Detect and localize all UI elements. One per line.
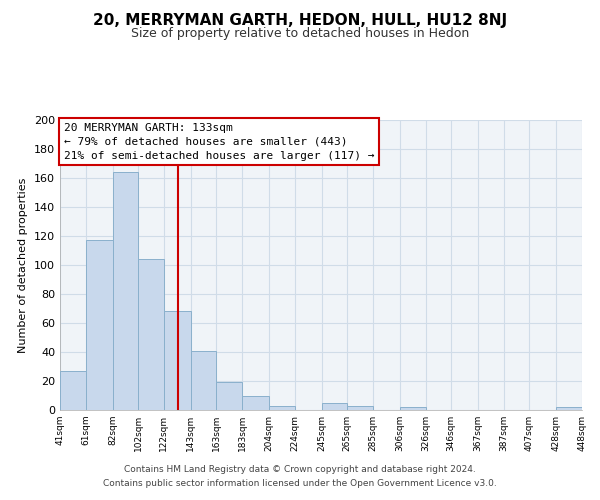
- Text: 20, MERRYMAN GARTH, HEDON, HULL, HU12 8NJ: 20, MERRYMAN GARTH, HEDON, HULL, HU12 8N…: [93, 12, 507, 28]
- Bar: [217, 382, 242, 410]
- Bar: [269, 406, 295, 410]
- Bar: [113, 172, 138, 410]
- Text: 20 MERRYMAN GARTH: 133sqm
← 79% of detached houses are smaller (443)
21% of semi: 20 MERRYMAN GARTH: 133sqm ← 79% of detac…: [64, 123, 374, 161]
- Bar: [242, 396, 269, 410]
- Bar: [60, 371, 86, 410]
- Bar: [556, 407, 582, 410]
- Bar: [400, 407, 425, 410]
- Bar: [138, 259, 164, 410]
- Bar: [164, 312, 191, 410]
- Y-axis label: Number of detached properties: Number of detached properties: [19, 178, 28, 352]
- Bar: [191, 350, 217, 410]
- Text: Size of property relative to detached houses in Hedon: Size of property relative to detached ho…: [131, 28, 469, 40]
- Bar: [86, 240, 113, 410]
- Bar: [347, 406, 373, 410]
- Text: Contains HM Land Registry data © Crown copyright and database right 2024.
Contai: Contains HM Land Registry data © Crown c…: [103, 466, 497, 487]
- Bar: [322, 403, 347, 410]
